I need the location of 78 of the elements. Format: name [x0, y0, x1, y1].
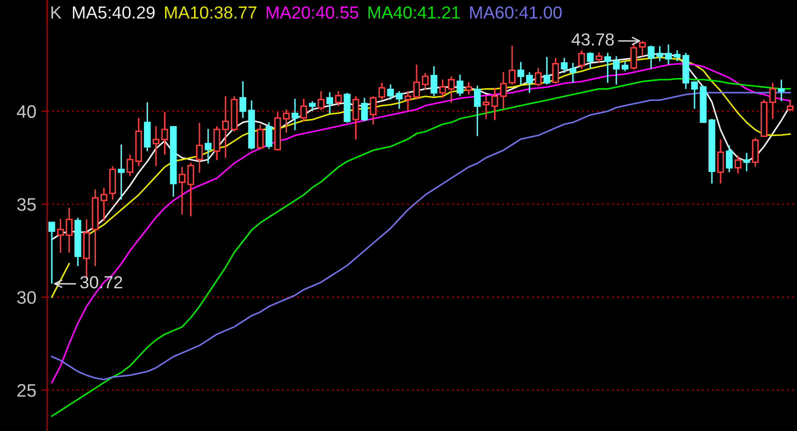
y-tick-label: 25 — [17, 384, 36, 397]
candlestick — [491, 87, 498, 121]
y-tick-label: 35 — [17, 198, 36, 211]
candlestick — [691, 80, 698, 110]
candlestick — [152, 126, 160, 167]
candlestick — [396, 90, 403, 110]
candlestick — [612, 56, 620, 86]
candlestick — [665, 44, 672, 66]
candlestick — [778, 78, 785, 102]
candlestick — [422, 72, 429, 90]
candlestick — [570, 62, 576, 84]
candlestick — [308, 100, 316, 112]
candlestick — [726, 144, 733, 173]
candlestick — [213, 126, 220, 161]
text: MA5:40.29 — [72, 6, 155, 19]
candlestick — [204, 128, 212, 164]
candlestick — [604, 52, 612, 84]
candlestick — [596, 52, 602, 64]
candlestick — [526, 72, 533, 94]
candlestick — [387, 84, 394, 100]
candlestick — [474, 84, 481, 137]
candlestick — [370, 95, 377, 126]
candlestick — [266, 122, 272, 150]
candlestick — [578, 50, 585, 70]
annotation: 43.78 — [572, 33, 614, 46]
candlestick — [586, 52, 594, 70]
candlestick — [439, 78, 446, 99]
candlestick — [282, 108, 290, 134]
candlestick — [178, 166, 186, 216]
candlestick — [256, 124, 264, 150]
text: K — [51, 6, 62, 18]
candlestick — [161, 111, 168, 156]
candlestick — [517, 61, 524, 86]
candlestick — [361, 97, 368, 122]
candlestick — [109, 166, 116, 200]
candlestick — [57, 218, 64, 254]
candlestick — [674, 50, 681, 62]
candlestick — [786, 98, 794, 112]
candlestick — [430, 66, 438, 97]
candlestick — [335, 90, 342, 107]
candlestick — [378, 82, 386, 100]
candlestick — [66, 207, 73, 254]
candlestick — [352, 95, 360, 140]
candlestick — [118, 144, 125, 200]
candlestick — [326, 92, 334, 114]
candlestick — [534, 67, 542, 87]
candlestick — [222, 95, 229, 159]
candlestick — [656, 45, 664, 62]
y-tick-label: 40 — [16, 105, 36, 118]
candlestick — [100, 187, 108, 222]
candlestick — [465, 82, 472, 96]
text: MA10:38.77 — [165, 6, 256, 19]
candlestick — [448, 76, 455, 104]
candlestick — [543, 56, 550, 86]
candlestick — [318, 90, 324, 111]
candlestick — [560, 57, 568, 74]
text: MA60:41.00 — [470, 6, 562, 19]
candlestick — [196, 122, 203, 174]
y-tick-label: 30 — [17, 291, 36, 304]
candlestick — [769, 82, 776, 120]
candlestick — [622, 60, 628, 72]
candlestick — [456, 74, 464, 97]
candlestick — [239, 80, 246, 119]
candlestick — [187, 162, 194, 217]
candlestick — [482, 95, 490, 120]
candlestick — [630, 44, 638, 70]
candlestick — [734, 154, 742, 174]
candlestick — [292, 98, 298, 131]
text: MA40:41.21 — [368, 6, 460, 19]
candlestick — [648, 44, 654, 70]
text: MA20:40.55 — [266, 6, 358, 19]
candlestick — [552, 57, 559, 84]
candlestick — [752, 137, 759, 168]
candlestick — [300, 98, 308, 122]
candlestick — [717, 138, 724, 184]
candlestick — [639, 40, 646, 57]
candlestick — [48, 221, 56, 284]
candlestick — [743, 152, 750, 172]
